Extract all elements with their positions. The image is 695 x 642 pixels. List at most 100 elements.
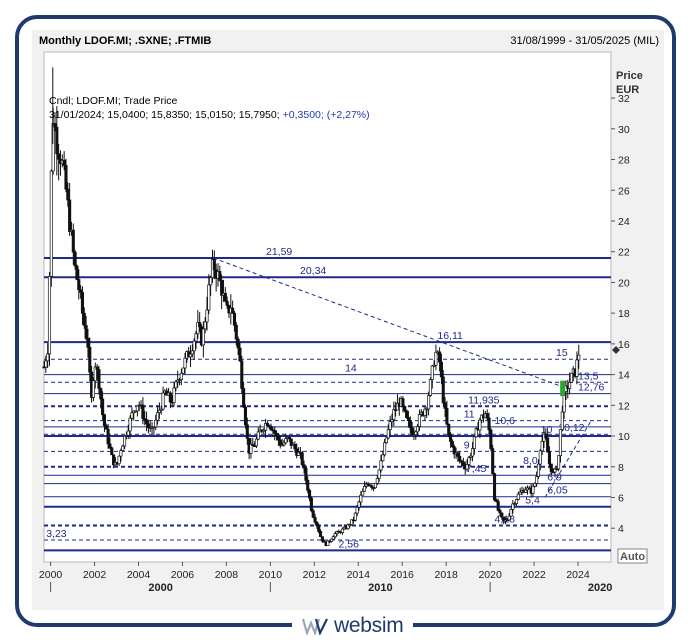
candle-body [438, 351, 442, 363]
level-label: 11 [464, 409, 475, 421]
candle-body [452, 446, 456, 455]
candle-body [549, 463, 553, 473]
candle-body [516, 493, 520, 500]
legend-values: 31/01/2024; 15,0400; 15,8350; 15,0150; 1… [49, 109, 370, 121]
horizontal-levels: 21,59 20,34 16,11 15 14 13,512,76 11,935 11 10,6… [44, 246, 611, 552]
candle-body [278, 439, 282, 446]
candle-body [232, 312, 237, 326]
candle-body [293, 443, 297, 450]
candle-body [123, 435, 127, 447]
candle-body [383, 442, 387, 456]
candle-body [80, 292, 85, 314]
candle-body [377, 469, 381, 479]
y-tick-label: 6 [618, 492, 624, 504]
candle-body [297, 451, 301, 456]
candle-body [304, 467, 308, 481]
candle-body [439, 361, 443, 378]
candle-body [414, 431, 418, 436]
candle-body [300, 452, 304, 466]
highlight-candle [560, 380, 566, 397]
candle-body [104, 425, 108, 430]
candle-body [470, 448, 475, 457]
trendline [213, 257, 563, 388]
candle-body [289, 438, 293, 446]
candle-body [141, 404, 145, 419]
candle-body [66, 188, 70, 201]
auto-scale-button[interactable]: Auto [617, 548, 648, 564]
candle-body [472, 436, 476, 449]
plot-area[interactable] [43, 51, 612, 563]
candle-body [242, 388, 246, 408]
candle-body [168, 392, 172, 403]
trendlines [213, 257, 592, 498]
candle-body [560, 411, 564, 430]
candle-body [416, 426, 420, 433]
y-tick-label: 24 [618, 216, 630, 228]
candle-body [93, 366, 97, 382]
candle-body [254, 438, 258, 447]
candle-body [253, 445, 257, 448]
y-tick-label: 14 [618, 370, 630, 382]
candle-body [375, 478, 379, 484]
trendline [544, 420, 592, 498]
candle-body [359, 494, 363, 503]
candle-body [558, 429, 563, 457]
candle-body [401, 398, 405, 407]
candle-body [218, 271, 222, 281]
candle-body [112, 454, 116, 466]
candle-body [269, 425, 273, 431]
websim-logo: websim [292, 614, 414, 638]
level-label: 10,12 [558, 422, 584, 434]
candle-body [265, 422, 269, 427]
candle-body [535, 476, 539, 484]
candle-body [555, 468, 559, 471]
x-tick-label: 2010 [259, 569, 283, 581]
candle-body [514, 499, 519, 504]
candle-body [492, 473, 497, 501]
candle-body [518, 491, 522, 495]
x-tick-label: 2014 [347, 569, 371, 581]
candle-body [145, 419, 149, 425]
candle-body [245, 424, 249, 439]
candle-body [143, 418, 147, 421]
level-label: 12,76 [578, 382, 604, 394]
candle-body [179, 372, 183, 380]
candle-body [405, 410, 409, 418]
candle-body [225, 300, 229, 306]
x-axis: 2000 2002 2004 2006 2008 2010 2012 2014 2016 2018… [39, 562, 612, 594]
candle-body [491, 448, 495, 474]
x-tick-label: 2000 [39, 569, 63, 581]
candle-body [408, 420, 412, 429]
x-tick-label: 2012 [303, 569, 327, 581]
candle-body [207, 284, 211, 311]
websim-logo-icon [302, 618, 328, 635]
candle-body [487, 417, 491, 431]
candle-body [264, 422, 268, 431]
candle-body [192, 340, 196, 352]
level-label: 10,6 [495, 415, 516, 427]
candle-body [313, 517, 317, 523]
candle-body [181, 367, 185, 374]
candle-body [443, 402, 447, 409]
y-tick-label: 26 [618, 185, 630, 197]
candle-body [134, 410, 138, 413]
candle-body [77, 279, 81, 291]
y-tick-label: 16 [618, 339, 630, 351]
candle-body [331, 536, 335, 540]
x-tick-label: 2006 [171, 569, 195, 581]
x-tick-label: 2002 [83, 569, 107, 581]
candle-body [485, 413, 489, 419]
y-tick-label: 10 [618, 431, 630, 443]
candle-body [557, 455, 561, 470]
candle-body [509, 508, 513, 517]
candle-body [384, 437, 389, 444]
candle-body [547, 451, 552, 465]
candle-body [161, 392, 165, 410]
candle-body [568, 382, 572, 389]
level-label: 14 [345, 363, 357, 375]
candle-body [124, 435, 128, 437]
candle-body [505, 519, 509, 522]
candle-body [64, 165, 68, 190]
candle-body [205, 309, 209, 323]
